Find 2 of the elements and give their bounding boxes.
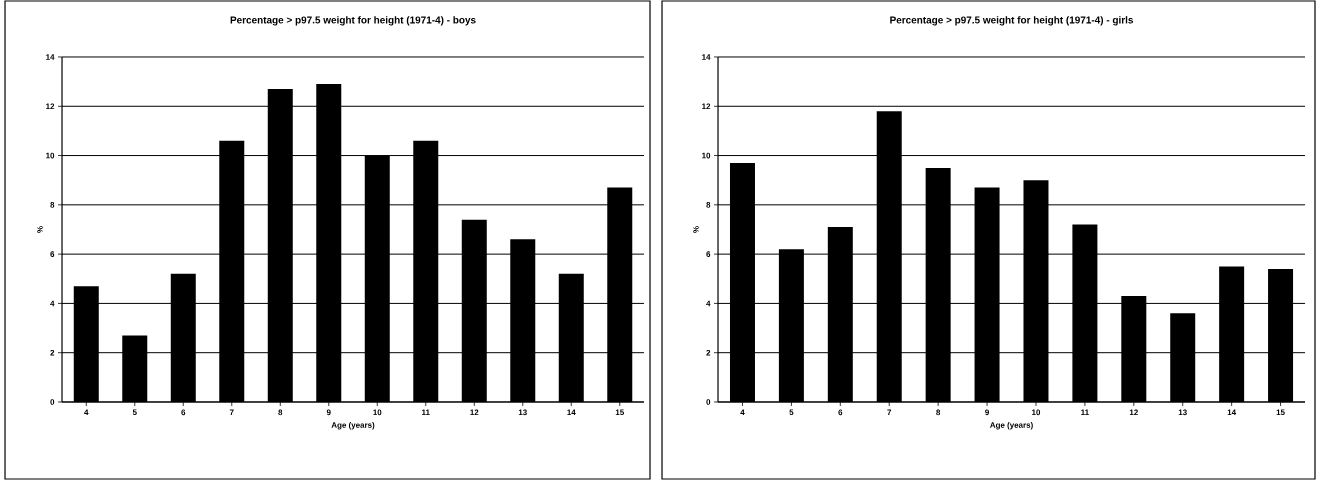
chart-title: Percentage > p97.5 weight for height (1971-4) - girls [890, 16, 1134, 26]
chart-title: Percentage > p97.5 weight for height (1971-4) - boys [230, 16, 476, 26]
